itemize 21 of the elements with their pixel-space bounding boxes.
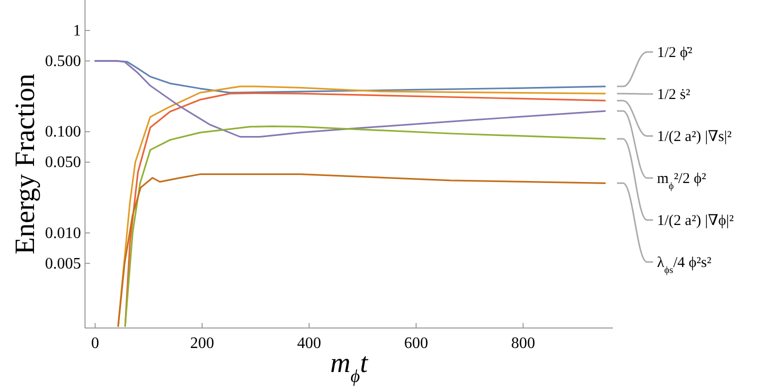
y-tick-label: 0.500 bbox=[45, 52, 81, 70]
y-axis-title: Energy Fraction bbox=[10, 74, 41, 254]
x-tick-label: 200 bbox=[190, 335, 214, 352]
x-tick-label: 800 bbox=[511, 335, 536, 352]
x-axis-title: m$_{ϕ}$t bbox=[330, 348, 369, 386]
line-series bbox=[117, 173, 606, 327]
y-tick-label: 0.005 bbox=[45, 255, 81, 272]
text: m$_{ϕ}$²/2 ϕ² bbox=[657, 171, 707, 192]
text: 1/(2 a²) |∇s|² bbox=[657, 129, 732, 145]
y-tick-label: 1 bbox=[73, 22, 81, 40]
y-tick-label: 0.010 bbox=[45, 224, 81, 242]
x-tick-label: 600 bbox=[404, 335, 428, 352]
x-tick-label: 400 bbox=[297, 335, 322, 352]
text: 1/2 ṡ² bbox=[657, 87, 691, 103]
y-tick-label: 0.100 bbox=[45, 124, 81, 141]
text: λ$_{ϕs}$/4 ϕ²s² bbox=[657, 255, 712, 276]
x-tick-label: 0 bbox=[91, 335, 100, 352]
text: 1/2 ϕ̇² bbox=[657, 45, 693, 61]
y-tick-label: 0.050 bbox=[45, 154, 81, 172]
line-series bbox=[94, 60, 606, 138]
text: 1/(2 a²) |∇ϕ|² bbox=[657, 213, 734, 229]
